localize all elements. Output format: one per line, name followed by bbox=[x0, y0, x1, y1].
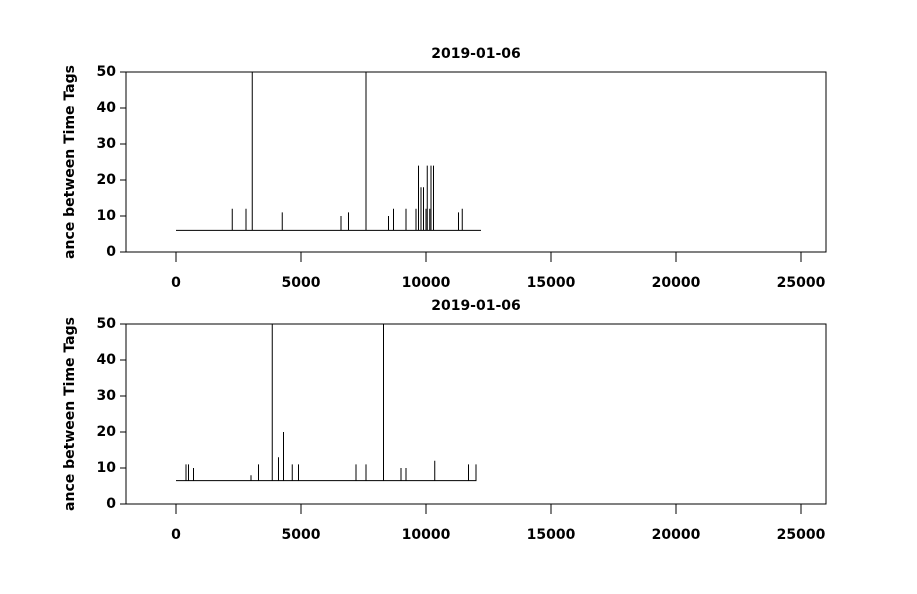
y-tick-label: 0 bbox=[106, 496, 116, 512]
y-axis-label: ance between Time Tags bbox=[62, 65, 78, 259]
x-tick-label: 10000 bbox=[402, 275, 451, 291]
x-tick-label: 25000 bbox=[777, 527, 826, 543]
y-tick-label: 50 bbox=[97, 64, 117, 80]
x-tick-label: 5000 bbox=[282, 275, 321, 291]
x-tick-label: 5000 bbox=[282, 527, 321, 543]
x-tick-label: 0 bbox=[171, 275, 181, 291]
x-tick-label: 10000 bbox=[402, 527, 451, 543]
x-tick-label: 20000 bbox=[652, 527, 701, 543]
x-tick-label: 20000 bbox=[652, 275, 701, 291]
plot-frame bbox=[125, 71, 827, 253]
chart-title: 2019-01-06 bbox=[431, 298, 521, 314]
y-tick-label: 20 bbox=[97, 424, 117, 440]
x-tick-label: 15000 bbox=[527, 275, 576, 291]
data-line bbox=[176, 72, 481, 231]
y-tick-label: 10 bbox=[97, 460, 117, 476]
y-tick-label: 50 bbox=[97, 316, 117, 332]
y-tick-label: 40 bbox=[97, 352, 117, 368]
y-tick-label: 30 bbox=[97, 136, 117, 152]
data-line bbox=[176, 324, 477, 482]
x-tick-label: 25000 bbox=[777, 275, 826, 291]
y-tick-label: 40 bbox=[97, 100, 117, 116]
y-tick-label: 0 bbox=[106, 244, 116, 260]
x-tick-label: 15000 bbox=[527, 527, 576, 543]
y-tick-label: 20 bbox=[97, 172, 117, 188]
y-tick-label: 30 bbox=[97, 388, 117, 404]
x-tick-label: 0 bbox=[171, 527, 181, 543]
y-tick-label: 10 bbox=[97, 208, 117, 224]
chart-title: 2019-01-06 bbox=[431, 46, 521, 62]
y-axis-label: ance between Time Tags bbox=[62, 317, 78, 511]
plot-frame bbox=[125, 323, 827, 505]
